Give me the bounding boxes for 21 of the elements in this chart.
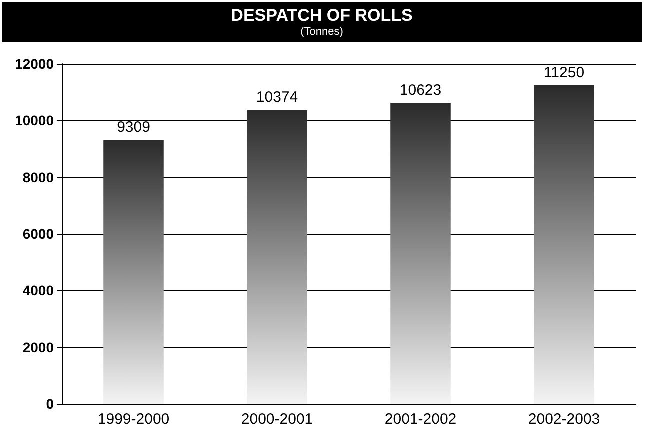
- y-tick-label: 6000: [22, 226, 54, 242]
- y-tick-label: 10000: [15, 112, 54, 129]
- bar: [534, 85, 594, 404]
- bar: [247, 110, 308, 404]
- x-tick-label: 2001-2002: [384, 411, 457, 428]
- data-label: 10374: [256, 89, 298, 106]
- data-label: 10623: [400, 82, 442, 100]
- x-tick-label: 2000-2001: [241, 411, 314, 428]
- x-tick-label: 2002-2003: [528, 411, 600, 428]
- chart-title: DESPATCH OF ROLLS: [230, 5, 414, 26]
- data-label: 11250: [544, 64, 585, 82]
- bar: [104, 140, 164, 404]
- x-tick-label: 1999-2000: [98, 411, 170, 428]
- y-tick-label: 4000: [22, 282, 54, 299]
- y-tick-label: 0: [46, 396, 54, 412]
- data-label: 9309: [117, 119, 150, 136]
- bar: [390, 103, 451, 404]
- y-tick-label: 8000: [22, 169, 54, 186]
- y-tick-label: 2000: [22, 339, 54, 356]
- chart-subtitle: (Tonnes): [300, 26, 344, 39]
- y-tick-label: 12000: [15, 56, 54, 72]
